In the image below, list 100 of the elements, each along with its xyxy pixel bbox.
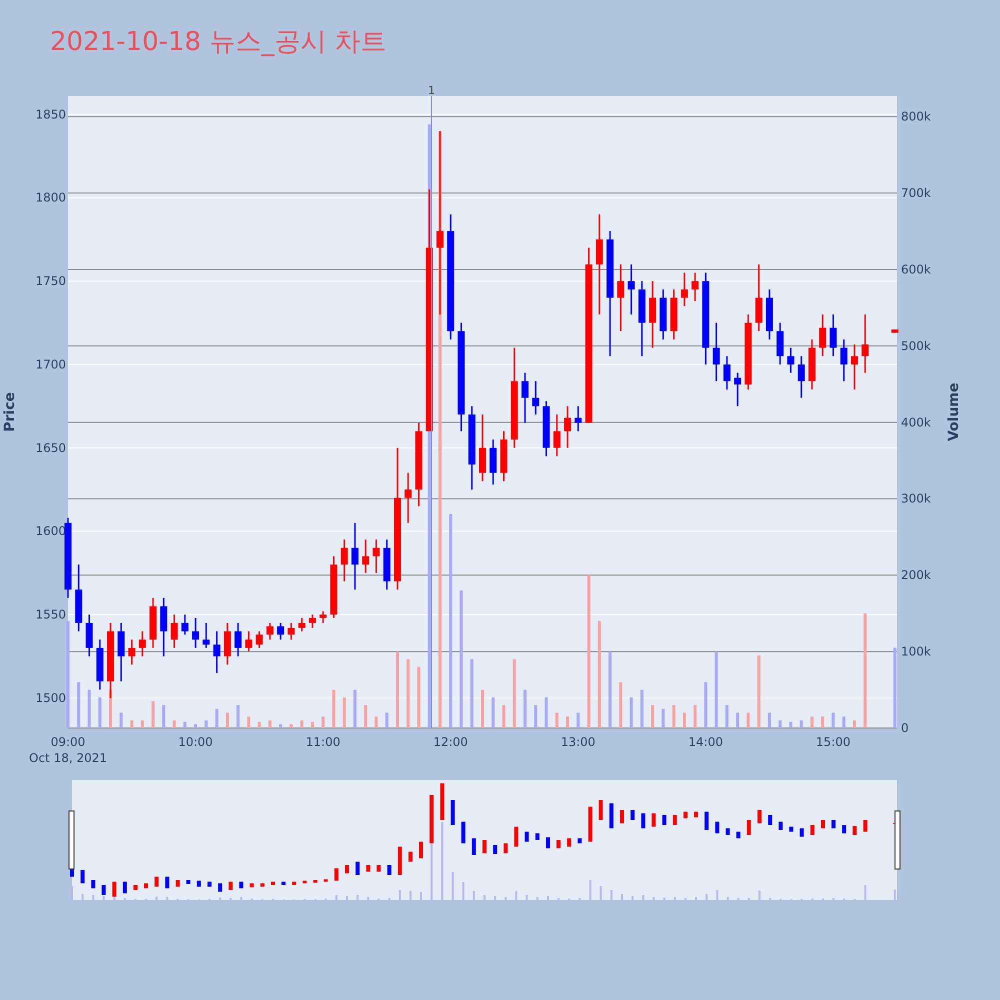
y2-tick-label: 600k — [901, 262, 931, 276]
bar — [481, 690, 484, 728]
bar — [162, 705, 166, 728]
bar — [672, 705, 676, 728]
bar — [460, 590, 463, 728]
bar — [98, 697, 102, 728]
bar — [342, 697, 346, 728]
candlestick — [628, 264, 635, 316]
candlestick — [320, 610, 327, 624]
bar — [800, 720, 803, 728]
bar — [226, 712, 229, 728]
bar — [576, 712, 580, 728]
bar — [120, 712, 123, 728]
chart-title: 2021-10-18 뉴스_공시 차트 — [50, 27, 387, 57]
y2-tick-label: 800k — [901, 110, 931, 124]
candlestick — [532, 380, 540, 416]
candlestick — [553, 414, 560, 457]
bar — [353, 690, 356, 728]
bar — [852, 720, 856, 728]
candlestick — [819, 314, 826, 357]
y-tick-label: 1650 — [35, 440, 66, 455]
candlestick — [574, 405, 582, 432]
bar — [524, 690, 527, 728]
bar — [77, 682, 80, 728]
bar — [736, 712, 740, 728]
bar — [832, 712, 835, 728]
y2-tick-label: 0 — [901, 721, 909, 735]
y2-tick-label: 100k — [901, 644, 931, 659]
bar — [789, 722, 792, 728]
y2-tick-label: 200k — [901, 568, 931, 582]
bar — [204, 720, 208, 728]
bar — [88, 690, 91, 728]
bar — [194, 724, 198, 728]
bar — [492, 697, 495, 728]
candlestick — [680, 272, 688, 307]
candlestick — [830, 314, 837, 357]
bar — [130, 720, 134, 728]
y-tick-label: 1850 — [35, 107, 66, 122]
y-tick-label: 1550 — [35, 608, 66, 622]
bar — [215, 708, 218, 728]
candlestick — [436, 130, 444, 316]
bar — [893, 648, 896, 728]
bar — [406, 659, 410, 728]
bar — [300, 720, 304, 728]
bar — [608, 652, 612, 728]
candlestick — [787, 347, 794, 374]
bar — [544, 697, 548, 728]
y-tick-label: 1600 — [35, 524, 66, 538]
bar — [757, 655, 760, 728]
candlestick — [245, 630, 252, 652]
candlestick — [340, 538, 348, 582]
candlestick — [170, 614, 178, 649]
bar — [183, 722, 186, 728]
bar — [449, 514, 452, 728]
bar — [385, 712, 388, 728]
bar — [651, 705, 654, 728]
candlestick — [213, 630, 220, 674]
bar — [172, 720, 176, 728]
candlestick — [202, 622, 210, 649]
bar — [619, 682, 622, 728]
bar — [694, 705, 697, 728]
bar — [566, 716, 570, 728]
y2-tick-label: 700k — [901, 186, 931, 200]
bar — [598, 621, 601, 728]
ref-line-label: 1 — [428, 84, 435, 97]
bar — [512, 659, 516, 728]
bar — [842, 716, 846, 728]
candlestick — [138, 630, 146, 658]
bar — [630, 697, 633, 728]
bar — [310, 722, 314, 728]
bar — [640, 690, 644, 728]
candlestick — [723, 355, 730, 390]
candlestick — [351, 522, 358, 590]
x-tick-label: 15:00 — [816, 735, 851, 749]
candlestick — [298, 617, 306, 632]
candlestick — [564, 405, 572, 449]
candlestick — [256, 630, 263, 649]
candlestick — [234, 622, 242, 658]
candlestick — [850, 344, 858, 390]
candlestick — [734, 372, 742, 407]
bar — [140, 720, 144, 728]
bar — [279, 724, 282, 728]
candlestick — [128, 638, 136, 666]
bar — [704, 682, 708, 728]
y2-tick-label: 300k — [901, 492, 931, 506]
candlestick — [712, 322, 720, 382]
bar — [268, 720, 272, 728]
candlestick — [798, 355, 805, 399]
candlestick — [862, 314, 869, 374]
candlestick — [404, 472, 412, 524]
bar — [725, 705, 728, 728]
bar — [332, 690, 336, 728]
bar — [810, 716, 814, 728]
candlestick — [522, 372, 529, 424]
bar — [396, 652, 399, 728]
y-tick-label: 1700 — [35, 357, 66, 372]
candlestick — [277, 622, 284, 640]
bar — [502, 705, 506, 728]
x-tick-label: 12:00 — [433, 735, 468, 749]
y-tick-label: 1500 — [35, 690, 66, 705]
